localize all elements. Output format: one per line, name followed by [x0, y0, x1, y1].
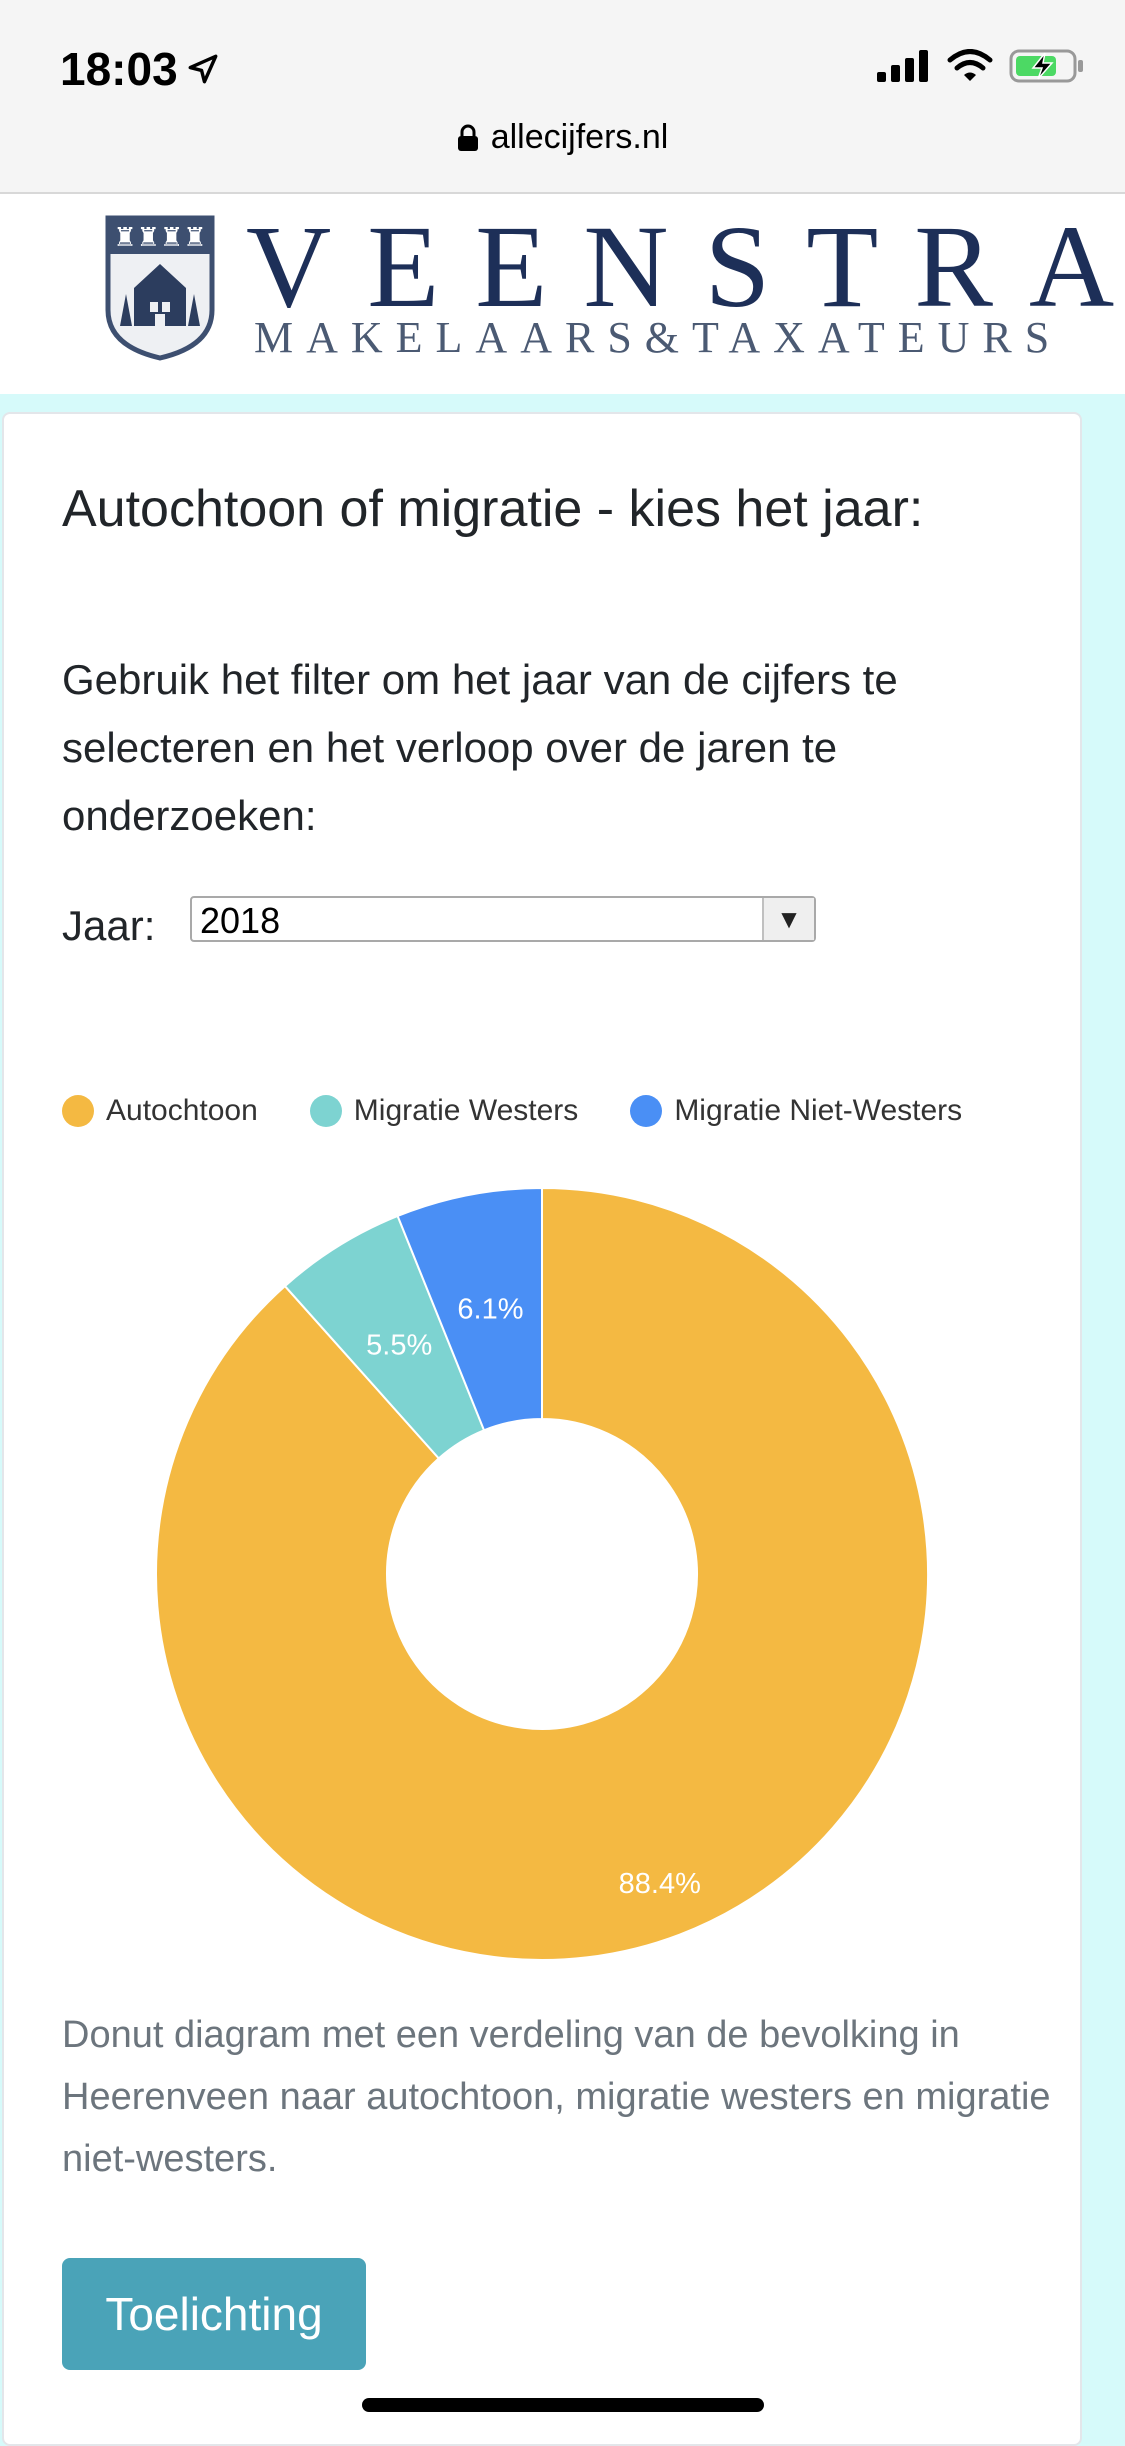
- legend-dot: [62, 1095, 94, 1127]
- svg-text:♜♜♜♜: ♜♜♜♜: [113, 223, 206, 253]
- donut-slice-migratie-niet-westers[interactable]: [396, 1186, 543, 1432]
- chevron-down-icon[interactable]: ▼: [762, 898, 814, 940]
- lock-icon: [457, 124, 478, 151]
- battery-charging-icon: [1009, 49, 1083, 83]
- year-label: Jaar:: [62, 902, 156, 949]
- address-bar[interactable]: allecijfers.nl: [0, 118, 1125, 157]
- home-indicator: [362, 2398, 764, 2412]
- chart-legend: Autochtoon Migratie Westers Migratie Nie…: [62, 1094, 962, 1128]
- intro-text: Gebruik het filter om het jaar van de ci…: [62, 656, 898, 839]
- legend-dot: [309, 1095, 342, 1127]
- clock: 18:03: [60, 42, 220, 96]
- legend-item-migratie-niet-westers[interactable]: Migratie Niet-Westers: [630, 1094, 962, 1128]
- legend-dot: [630, 1095, 663, 1127]
- content-card: Autochtoon of migratie - kies het jaar: …: [2, 412, 1082, 2446]
- brand-subtitle: MAKELAARS&TAXATEURS: [254, 313, 1063, 362]
- location-arrow-icon: [188, 54, 218, 84]
- year-select-value: 2018: [200, 900, 281, 941]
- brand-name: VEENSTRA: [246, 201, 1125, 332]
- donut-chart: 88.4% 5.5% 6.1%: [155, 1186, 929, 1961]
- status-bar: 18:03 allecijfers.nl: [0, 0, 1125, 194]
- legend-label: Migratie Niet-Westers: [674, 1094, 963, 1127]
- legend-label: Migratie Westers: [353, 1094, 579, 1127]
- legend-label: Autochtoon: [106, 1094, 258, 1127]
- url-text: allecijfers.nl: [490, 118, 669, 156]
- toelichting-button[interactable]: Toelichting: [62, 2258, 366, 2370]
- site-header: ♜♜♜♜ VEENSTRA MAKELAARS&TAXATEURS: [0, 194, 1125, 394]
- slice-value-label: 88.4%: [619, 1868, 701, 1900]
- donut-slice-autochtoon[interactable]: [155, 1186, 929, 1961]
- legend-item-autochtoon[interactable]: Autochtoon: [62, 1094, 258, 1128]
- chart-caption: Donut diagram met een verdeling van de b…: [62, 2014, 1051, 2180]
- clock-time: 18:03: [60, 43, 178, 95]
- year-select[interactable]: 2018 ▼: [190, 896, 816, 942]
- legend-item-migratie-westers[interactable]: Migratie Westers: [309, 1094, 579, 1128]
- wifi-icon: [947, 49, 993, 81]
- status-icons: [877, 48, 1085, 84]
- logo-crest-icon[interactable]: ♜♜♜♜: [104, 214, 216, 362]
- section-title: Autochtoon of migratie - kies het jaar:: [62, 480, 924, 538]
- slice-value-label: 6.1%: [457, 1293, 523, 1325]
- slice-value-label: 5.5%: [366, 1329, 432, 1361]
- signal-icon: [877, 50, 928, 82]
